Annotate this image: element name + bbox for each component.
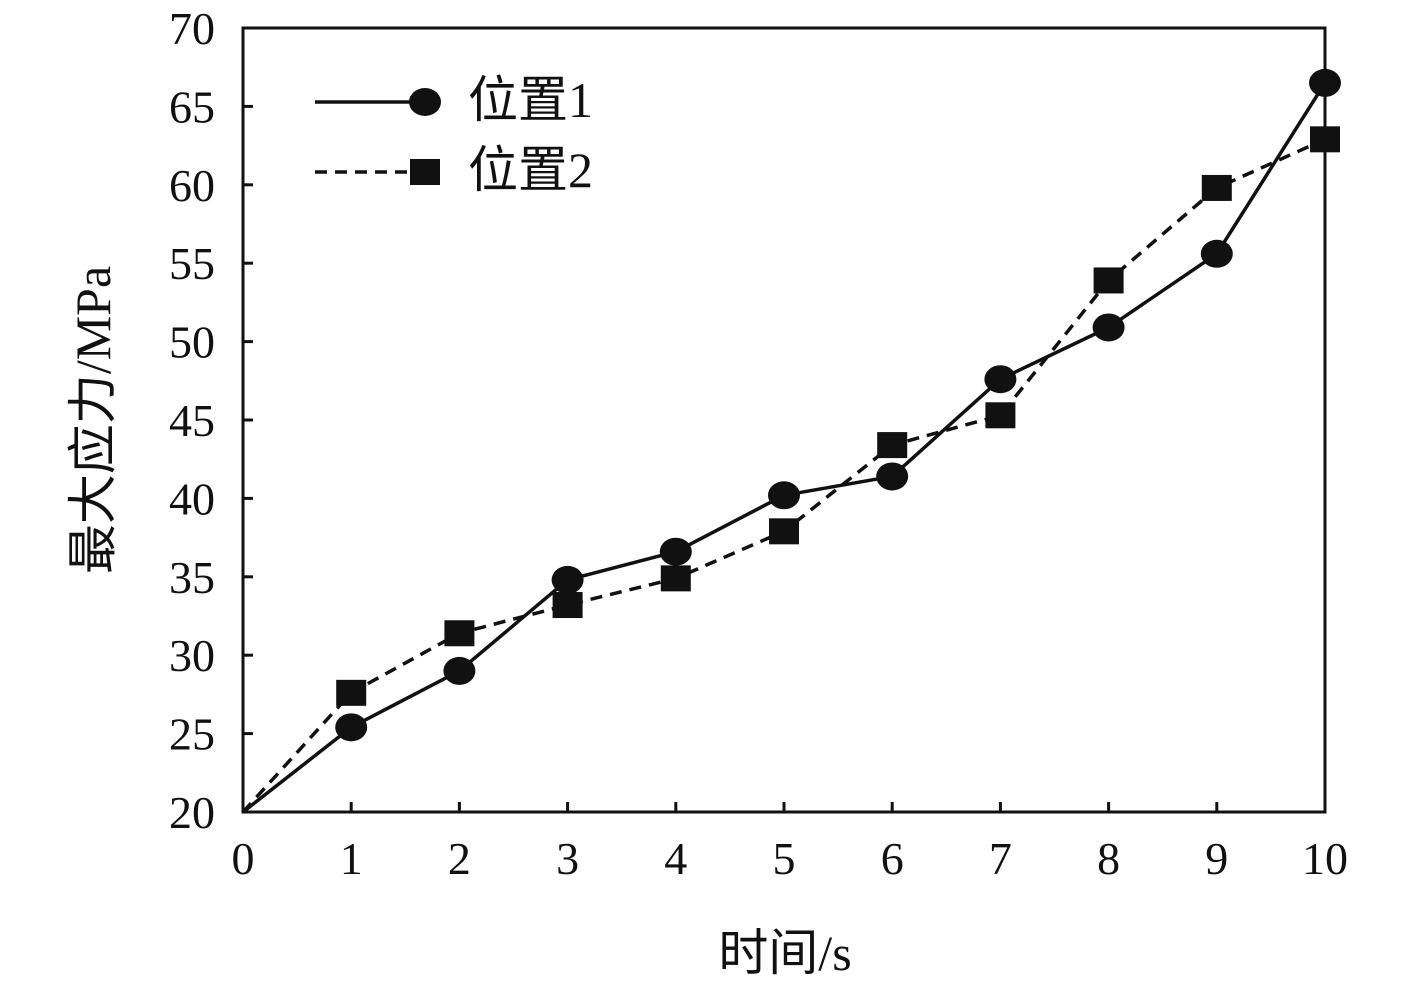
legend-marker-1 <box>409 88 441 116</box>
series-1-point <box>551 565 584 594</box>
y-tick-label: 35 <box>169 552 215 603</box>
legend-label-1: 位置1 <box>468 72 593 128</box>
y-tick-label: 70 <box>169 3 215 54</box>
x-tick-label: 0 <box>232 833 255 884</box>
series-2-point <box>1093 267 1124 294</box>
series-1-point <box>876 462 909 491</box>
series-1-point <box>1200 239 1233 268</box>
y-tick-label: 30 <box>169 630 215 681</box>
legend-label-2: 位置2 <box>468 142 593 198</box>
axes <box>241 26 1327 814</box>
x-tick-label: 4 <box>664 833 687 884</box>
x-tick-label: 6 <box>881 833 904 884</box>
plot-frame <box>241 26 1327 814</box>
legend-marker-2 <box>410 159 440 185</box>
x-tick-label: 7 <box>989 833 1012 884</box>
series-2-point <box>1201 174 1232 201</box>
y-tick-label: 25 <box>169 709 215 760</box>
series-2 <box>241 126 1340 814</box>
series-1-point <box>1309 68 1341 97</box>
series-2-line <box>241 137 1326 814</box>
series-2-point <box>985 402 1016 429</box>
series-2-point <box>660 565 691 592</box>
y-tick-label: 55 <box>169 238 215 289</box>
series-1-point <box>768 481 800 510</box>
y-tick-label: 20 <box>169 787 215 838</box>
series-1-line <box>241 81 1327 814</box>
series-2-point <box>877 432 908 459</box>
series-2-point <box>552 592 583 619</box>
y-tick-label: 65 <box>169 81 215 132</box>
y-tick-label: 40 <box>169 473 215 524</box>
series-2-point <box>1310 126 1340 153</box>
y-tick-label: 45 <box>169 395 215 446</box>
series-1 <box>241 68 1341 814</box>
y-tick-label: 50 <box>169 317 215 368</box>
series-1-point <box>984 365 1017 394</box>
x-tick-label: 10 <box>1302 833 1348 884</box>
series-2-point <box>336 679 367 706</box>
x-tick-label: 3 <box>556 833 579 884</box>
series-2-point <box>769 518 799 545</box>
series-1-point <box>335 713 368 742</box>
series-2-point <box>444 620 475 647</box>
y-tick-label: 60 <box>169 160 215 211</box>
series-1-point <box>659 537 692 566</box>
x-tick-label: 8 <box>1097 833 1120 884</box>
x-tick-label: 5 <box>773 833 796 884</box>
x-tick-label: 1 <box>340 833 363 884</box>
x-tick-label: 2 <box>448 833 471 884</box>
x-axis-title: 时间/s <box>718 925 851 981</box>
series <box>241 68 1341 814</box>
series-1-point <box>443 656 476 685</box>
y-axis-title: 最大应力/MPa <box>65 266 121 574</box>
series-1-point <box>1092 313 1125 342</box>
x-tick-label: 9 <box>1205 833 1228 884</box>
